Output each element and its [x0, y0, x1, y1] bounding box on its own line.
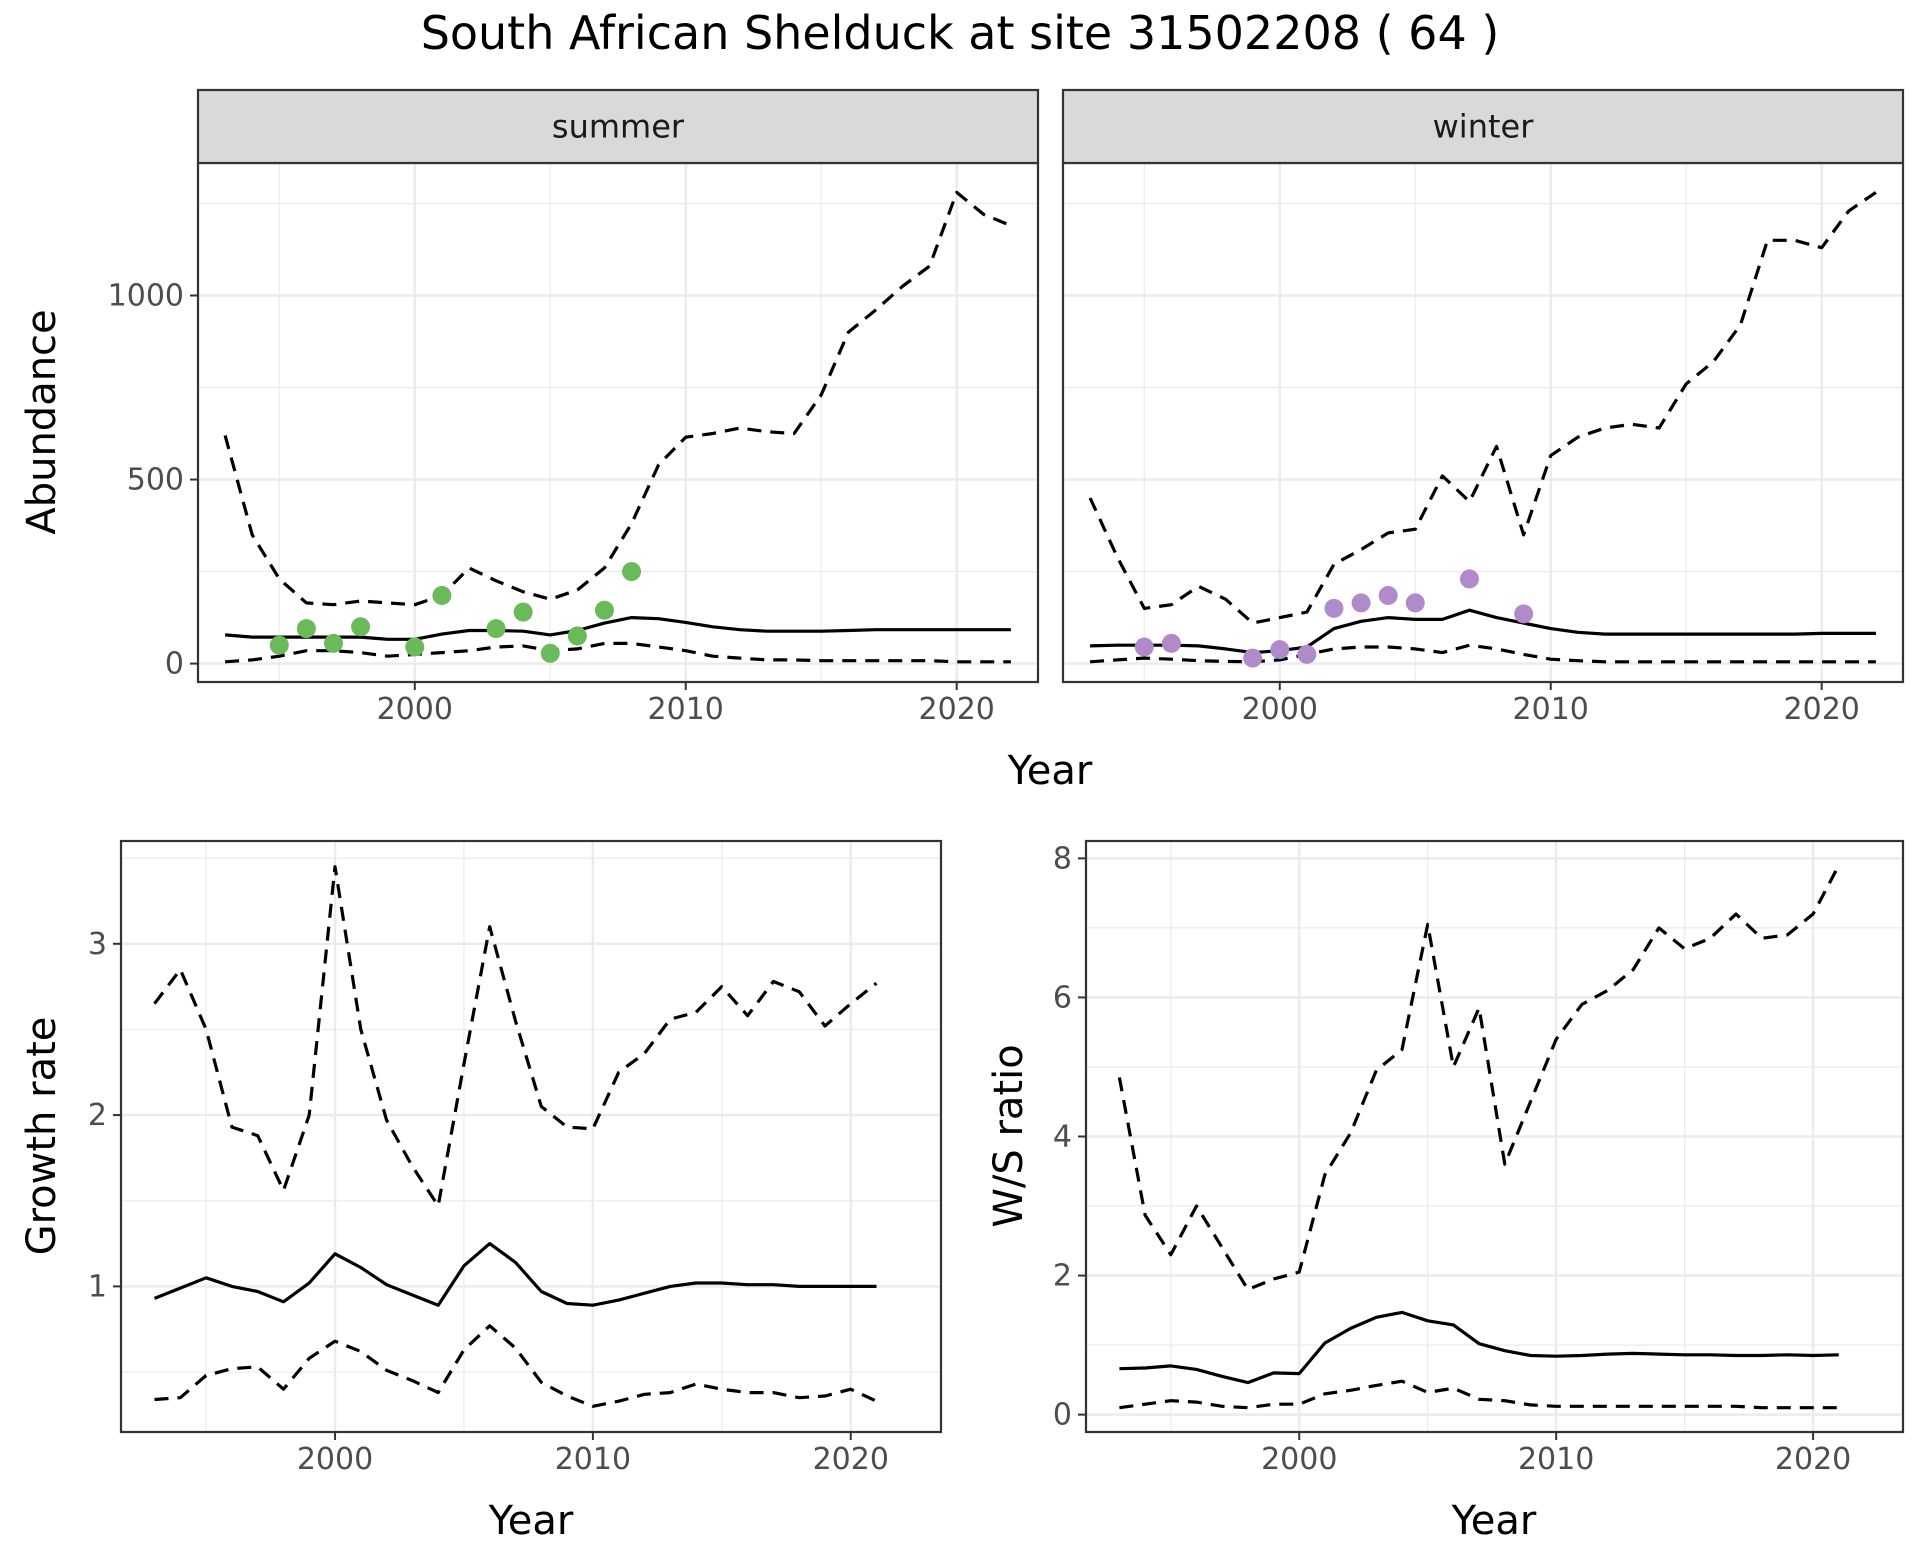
series-line-mean [224, 615, 1011, 641]
y-axis-title: Growth rate [19, 1017, 65, 1256]
x-tick-label: 2000 [1261, 1442, 1337, 1477]
facet-strip [1061, 88, 1905, 165]
series-line-lower [224, 641, 1011, 664]
data-point [1514, 604, 1534, 624]
facet-strip [196, 88, 1040, 165]
data-point [513, 602, 533, 622]
y-axis-title: Abundance [19, 309, 65, 534]
x-tick-label: 2000 [377, 692, 453, 727]
x-tick-label: 2010 [648, 692, 724, 727]
data-point [269, 635, 289, 655]
x-tick-label: 2010 [1518, 1442, 1594, 1477]
data-point [1161, 633, 1181, 653]
panel-growth [113, 839, 943, 1440]
series-line-lower [154, 1324, 878, 1408]
data-point [351, 617, 371, 637]
x-tick-label: 2020 [919, 692, 995, 727]
x-tick-label: 2010 [555, 1442, 631, 1477]
data-point [1324, 598, 1344, 618]
y-tick-label: 2 [88, 1098, 107, 1133]
facet-strip-label: winter [1433, 108, 1535, 146]
y-tick-label: 0 [1053, 1398, 1072, 1433]
page-title: South African Shelduck at site 31502208 … [420, 6, 1500, 60]
series-line-mean [153, 1241, 877, 1307]
x-tick-label: 2020 [813, 1442, 889, 1477]
data-point [567, 626, 587, 646]
y-tick-label: 0 [165, 647, 184, 682]
panel-border [119, 839, 943, 1434]
data-point [1134, 637, 1154, 657]
x-tick-label: 2000 [1242, 692, 1318, 727]
x-tick-label: 2000 [297, 1442, 373, 1477]
data-point [594, 600, 614, 620]
x-axis-title: Year [488, 1498, 574, 1544]
data-point [1405, 593, 1425, 613]
y-tick-label: 500 [127, 463, 184, 498]
x-axis-title: Year [1451, 1498, 1537, 1544]
panel-winter [1061, 88, 1905, 690]
y-tick-label: 6 [1053, 980, 1072, 1015]
y-tick-label: 4 [1053, 1120, 1072, 1155]
data-point [622, 562, 642, 582]
data-point [1351, 593, 1371, 613]
y-tick-label: 8 [1053, 841, 1072, 876]
series-line-upper [1088, 191, 1877, 625]
series-line-upper [1117, 864, 1841, 1292]
facet-strip-label: summer [552, 108, 685, 146]
data-point [1459, 569, 1479, 589]
data-point [432, 586, 452, 605]
x-tick-label: 2010 [1513, 692, 1589, 727]
series-line-lower [1089, 643, 1876, 664]
series-line-mean [1119, 1310, 1839, 1385]
y-tick-label: 1 [88, 1269, 107, 1304]
data-point [1243, 648, 1263, 668]
series-line-upper [223, 190, 1012, 607]
series-line-mean [1090, 608, 1876, 655]
panel-ratio [1078, 839, 1905, 1440]
x-axis-title: Year [1007, 748, 1093, 794]
data-point [1270, 640, 1290, 660]
x-tick-label: 2020 [1775, 1442, 1851, 1477]
y-tick-label: 3 [88, 927, 107, 962]
data-point [323, 633, 343, 653]
y-tick-label: 1000 [108, 279, 184, 314]
data-point [1378, 586, 1398, 605]
data-point [1297, 644, 1317, 664]
y-tick-label: 2 [1053, 1259, 1072, 1294]
data-point [540, 643, 560, 663]
x-tick-label: 2020 [1784, 692, 1860, 727]
data-point [296, 619, 316, 639]
panel-summer [190, 88, 1040, 690]
plot-background [198, 163, 1038, 682]
data-point [405, 637, 425, 657]
series-line-lower [1119, 1379, 1839, 1410]
data-point [486, 619, 506, 639]
series-line-upper [153, 865, 878, 1208]
plot-background [121, 841, 941, 1432]
y-axis-title: W/S ratio [986, 1044, 1032, 1227]
